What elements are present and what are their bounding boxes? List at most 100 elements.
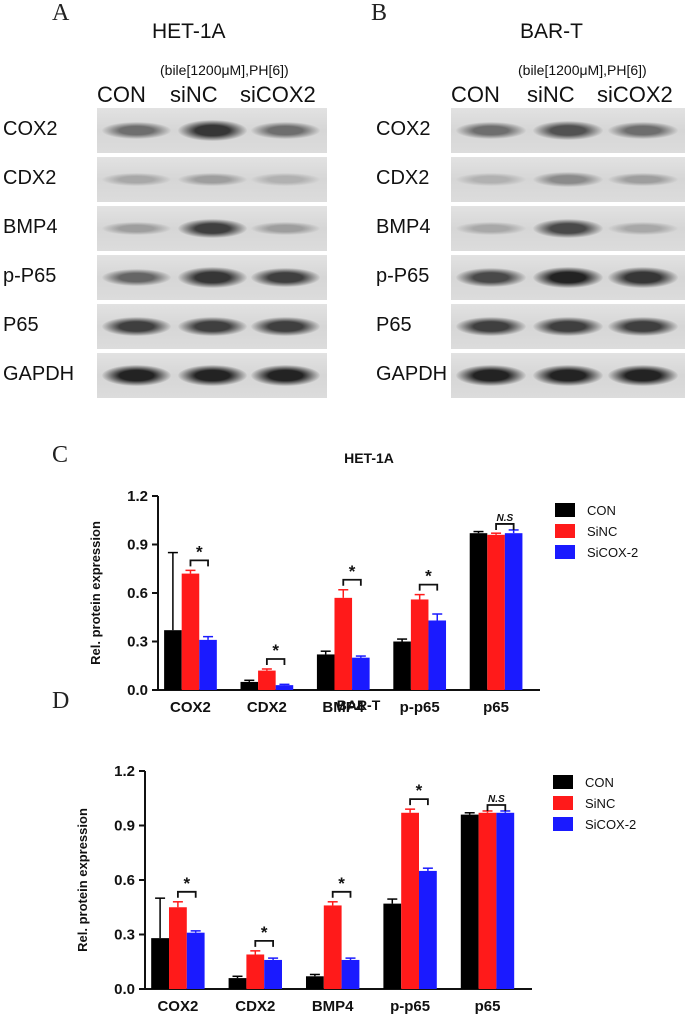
- significance-label: N.S: [497, 513, 514, 524]
- bar-sinc: [246, 954, 265, 989]
- x-tick-label: COX2: [170, 699, 211, 716]
- protein-band: [607, 267, 678, 288]
- panel-b-title: BAR-T: [520, 20, 583, 43]
- protein-band: [607, 222, 678, 235]
- significance-label: N.S: [488, 794, 505, 805]
- blot-strip: [97, 206, 327, 251]
- significance-bracket: [418, 583, 439, 591]
- bar-sicox-2: [504, 533, 523, 690]
- protein-band: [532, 364, 604, 387]
- y-axis-label: Rel. protein expression: [75, 808, 90, 952]
- blot-row-label: CDX2: [376, 167, 430, 189]
- y-tick-label: 0.3: [114, 927, 135, 944]
- bar-sicox-2: [418, 870, 437, 989]
- blot-strip: [97, 255, 327, 300]
- bar-sicox-2: [352, 657, 370, 690]
- x-tick-label: p-p65: [400, 699, 440, 716]
- x-tick-label: p65: [483, 699, 509, 716]
- protein-band: [177, 267, 247, 288]
- protein-band: [532, 172, 604, 187]
- legend-swatch: [553, 796, 573, 810]
- blot-strip: [451, 157, 685, 202]
- bar-sinc: [323, 905, 342, 989]
- legend-label: CON: [585, 775, 614, 790]
- bar-con: [460, 814, 479, 989]
- blot-row-label: p-P65: [376, 265, 430, 287]
- y-tick-label: 0.6: [127, 585, 148, 602]
- bar-t-bar-chart: BAR-T 0.0 0.3 0.6 0.9 1.2 Rel. protein express…: [75, 697, 636, 1015]
- significance-bracket: [331, 890, 352, 898]
- protein-band: [177, 364, 247, 387]
- legend-label: SiNC: [587, 524, 617, 539]
- protein-band: [607, 316, 678, 337]
- chart-title: HET-1A: [344, 450, 394, 466]
- bar-con: [228, 978, 247, 989]
- legend-label: CON: [587, 503, 616, 518]
- blot-row-label: GAPDH: [376, 363, 448, 385]
- protein-band: [455, 268, 526, 287]
- panel-a-letter: A: [52, 0, 70, 26]
- protein-band: [455, 173, 526, 186]
- bar-con: [305, 976, 324, 989]
- bar-sinc: [181, 573, 200, 690]
- blot-strip: [97, 304, 327, 349]
- x-tick-label: BMP4: [322, 699, 364, 716]
- bar-sicox-2: [199, 639, 217, 690]
- lane-label: CON: [451, 82, 500, 107]
- protein-band: [101, 221, 171, 236]
- x-tick-label: CDX2: [235, 998, 275, 1015]
- protein-band: [177, 172, 247, 187]
- blot-row-label: COX2: [376, 118, 431, 140]
- lane-label: siNC: [170, 82, 218, 107]
- protein-band: [177, 316, 247, 337]
- protein-band: [455, 364, 526, 387]
- protein-band: [251, 122, 321, 139]
- protein-band: [455, 222, 526, 235]
- significance-bracket: [176, 890, 197, 898]
- bar-sinc: [410, 599, 429, 690]
- bar-con: [316, 654, 335, 690]
- blot-row-label: BMP4: [3, 216, 58, 238]
- panel-d-letter: D: [52, 688, 70, 714]
- blot-row-label: p-P65: [3, 265, 57, 287]
- panel-b-letter: B: [371, 0, 388, 26]
- blot-strip: [451, 108, 685, 153]
- lane-label: siCOX2: [240, 82, 316, 107]
- blot-strip: [451, 304, 685, 349]
- protein-band: [101, 364, 171, 387]
- legend-label: SiCOX-2: [585, 817, 636, 832]
- blot-strip: [97, 108, 327, 153]
- blot-strip: [97, 157, 327, 202]
- legend-swatch: [555, 503, 575, 517]
- bar-con: [469, 533, 488, 690]
- significance-bracket: [342, 578, 362, 586]
- bar-sicox-2: [496, 812, 515, 989]
- bar-con: [151, 938, 169, 989]
- y-tick-label: 0.3: [127, 634, 148, 651]
- significance-bracket: [495, 523, 515, 530]
- x-tick-label: COX2: [157, 998, 198, 1015]
- protein-band: [177, 120, 247, 141]
- legend-swatch: [555, 524, 575, 538]
- legend-label: SiCOX-2: [587, 545, 638, 560]
- bar-con: [383, 903, 402, 989]
- x-tick-label: CDX2: [247, 699, 287, 716]
- y-tick-label: 0.6: [114, 872, 135, 889]
- panel-a-title: HET-1A: [152, 20, 226, 43]
- lane-label: CON: [97, 82, 146, 107]
- panel-c-letter: C: [52, 442, 69, 468]
- blot-strip: [451, 206, 685, 251]
- blot-row-label: GAPDH: [3, 363, 75, 385]
- x-tick-label: BMP4: [312, 998, 354, 1015]
- bar-sicox-2: [275, 685, 294, 690]
- significance-bracket: [409, 798, 429, 806]
- bar-sicox-2: [264, 959, 282, 989]
- x-tick-label: p-p65: [390, 998, 430, 1015]
- bar-con: [393, 641, 411, 690]
- protein-band: [101, 122, 171, 139]
- bar-sinc: [401, 812, 419, 989]
- significance-label: *: [261, 923, 268, 942]
- significance-bracket: [486, 804, 507, 811]
- protein-band: [251, 221, 321, 236]
- significance-label: *: [183, 874, 190, 893]
